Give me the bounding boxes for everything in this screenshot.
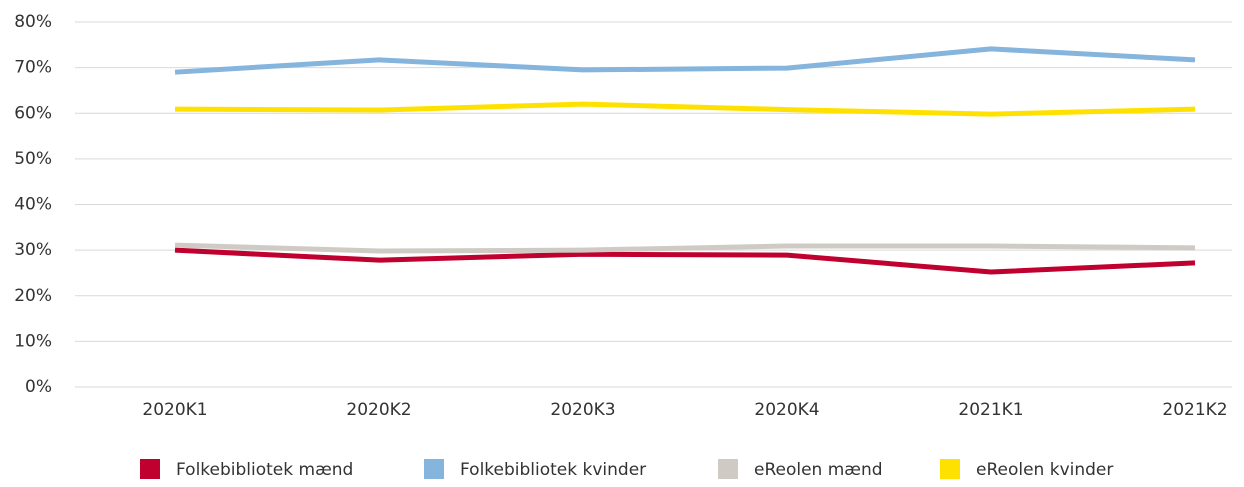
- x-tick-label: 2020K2: [346, 400, 411, 420]
- x-tick-label: 2020K1: [142, 400, 207, 420]
- series-line: [174, 46, 1196, 75]
- series-line: [174, 242, 1196, 254]
- y-tick-label: 40%: [14, 195, 52, 215]
- x-tick-label: 2020K4: [754, 400, 819, 420]
- x-tick-label: 2020K3: [550, 400, 615, 420]
- legend-label: eReolen mænd: [754, 460, 883, 480]
- series-line: [174, 101, 1196, 117]
- legend-label: Folkebibliotek kvinder: [460, 460, 646, 480]
- legend-label: eReolen kvinder: [976, 460, 1113, 480]
- y-tick-label: 10%: [14, 331, 52, 351]
- x-tick-label: 2021K2: [1162, 400, 1227, 420]
- legend-swatch: [140, 459, 160, 479]
- y-tick-label: 20%: [14, 286, 52, 306]
- x-tick-label: 2021K1: [958, 400, 1023, 420]
- legend-swatch: [424, 459, 444, 479]
- y-tick-label: 30%: [14, 240, 52, 260]
- legend-swatch: [718, 459, 738, 479]
- y-tick-label: 80%: [14, 12, 52, 32]
- series-line: [174, 247, 1196, 275]
- y-tick-label: 60%: [14, 103, 52, 123]
- y-tick-label: 0%: [25, 377, 52, 397]
- y-tick-label: 50%: [14, 149, 52, 169]
- y-tick-label: 70%: [14, 58, 52, 78]
- legend-label: Folkebibliotek mænd: [176, 460, 353, 480]
- legend-swatch: [940, 459, 960, 479]
